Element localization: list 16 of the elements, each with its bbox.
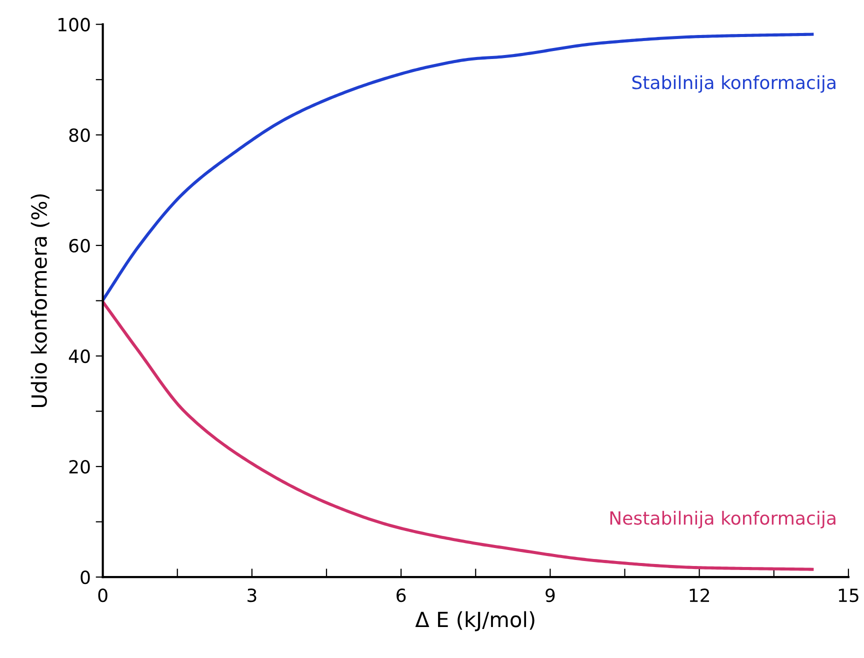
x-tick-label: 12 <box>690 588 709 602</box>
x-tick-label: 6 <box>396 588 406 602</box>
x-axis-title: Δ E (kJ/mol) <box>415 611 534 632</box>
x-tick-label: 9 <box>546 588 555 602</box>
y-tick-label: 80 <box>69 128 90 142</box>
y-tick-label: 60 <box>69 238 90 253</box>
x-tick-label: 15 <box>838 588 858 602</box>
y-tick-label: 0 <box>80 570 90 584</box>
x-tick-label: 3 <box>248 588 256 602</box>
y-tick-label: 20 <box>69 460 90 474</box>
series-label: Nestabilnija konformacija <box>610 510 836 528</box>
y-axis-title: Udio konformera (%) <box>30 194 50 408</box>
y-tick-label: 100 <box>58 18 90 32</box>
y-tick-label: 40 <box>68 349 90 364</box>
series-label: Stabilnija konformacija <box>632 75 836 93</box>
x-tick-label: 0 <box>98 588 108 602</box>
